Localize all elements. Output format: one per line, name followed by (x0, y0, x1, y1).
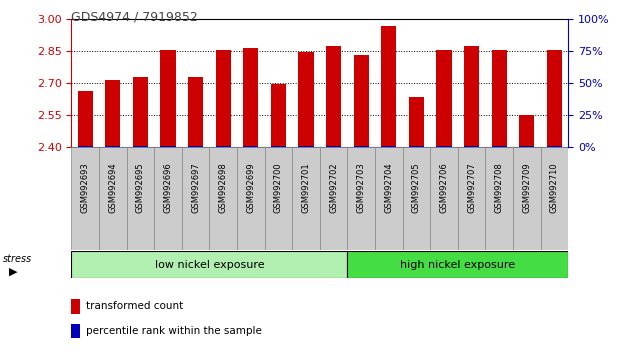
Bar (99, 147, 127, 250)
Bar (215, 50, 231, 147)
Bar (243, 145, 258, 147)
Bar (209, 147, 237, 250)
Bar (375, 147, 402, 250)
Bar (326, 145, 341, 147)
Bar (320, 147, 347, 250)
Text: GSM992705: GSM992705 (412, 162, 421, 213)
Bar (402, 147, 430, 250)
Text: GSM992696: GSM992696 (163, 162, 173, 213)
Text: stress: stress (3, 254, 32, 264)
Bar (547, 50, 562, 147)
Text: GDS4974 / 7919852: GDS4974 / 7919852 (71, 11, 198, 24)
Bar (160, 50, 176, 147)
Text: GSM992706: GSM992706 (440, 162, 448, 213)
Text: percentile rank within the sample: percentile rank within the sample (86, 326, 262, 336)
Bar (182, 147, 209, 250)
Text: GSM992698: GSM992698 (219, 162, 228, 213)
Text: ▶: ▶ (9, 267, 18, 277)
Bar (71, 299, 80, 314)
Bar (265, 147, 292, 250)
Bar (188, 77, 203, 147)
Bar (78, 145, 93, 147)
Bar (78, 91, 93, 147)
Bar (464, 46, 479, 147)
Bar (271, 145, 286, 147)
Bar (71, 251, 347, 278)
Bar (215, 145, 231, 147)
Bar (486, 147, 513, 250)
Bar (299, 145, 314, 147)
Bar (237, 147, 265, 250)
Bar (381, 145, 396, 147)
Text: GSM992694: GSM992694 (108, 162, 117, 213)
Bar (430, 147, 458, 250)
Bar (409, 97, 424, 147)
Bar (492, 50, 507, 147)
Bar (326, 46, 341, 147)
Bar (160, 145, 176, 147)
Bar (188, 145, 203, 147)
Text: GSM992702: GSM992702 (329, 162, 338, 213)
Text: GSM992710: GSM992710 (550, 162, 559, 213)
Text: low nickel exposure: low nickel exposure (155, 259, 264, 270)
Text: GSM992704: GSM992704 (384, 162, 393, 213)
Bar (519, 145, 535, 147)
Bar (271, 84, 286, 147)
Bar (409, 145, 424, 147)
Bar (541, 147, 568, 250)
Bar (133, 145, 148, 147)
Bar (105, 145, 120, 147)
Text: transformed count: transformed count (86, 301, 184, 311)
Text: GSM992708: GSM992708 (495, 162, 504, 213)
Bar (154, 147, 182, 250)
Text: GSM992703: GSM992703 (356, 162, 366, 213)
Bar (547, 145, 562, 147)
Bar (127, 147, 154, 250)
Bar (71, 324, 80, 338)
Bar (347, 251, 568, 278)
Text: GSM992701: GSM992701 (302, 162, 310, 213)
Bar (492, 145, 507, 147)
Bar (71, 147, 99, 250)
Text: GSM992697: GSM992697 (191, 162, 200, 213)
Bar (519, 115, 535, 147)
Bar (458, 147, 486, 250)
Bar (299, 52, 314, 147)
Text: GSM992707: GSM992707 (467, 162, 476, 213)
Text: GSM992695: GSM992695 (136, 162, 145, 213)
Bar (292, 147, 320, 250)
Bar (353, 55, 369, 147)
Bar (381, 26, 396, 147)
Text: GSM992709: GSM992709 (522, 162, 532, 213)
Bar (133, 77, 148, 147)
Bar (464, 145, 479, 147)
Bar (437, 145, 451, 147)
Bar (437, 50, 451, 147)
Text: GSM992699: GSM992699 (247, 162, 255, 213)
Bar (105, 80, 120, 147)
Bar (347, 147, 375, 250)
Text: GSM992700: GSM992700 (274, 162, 283, 213)
Bar (243, 48, 258, 147)
Bar (513, 147, 541, 250)
Bar (353, 145, 369, 147)
Text: high nickel exposure: high nickel exposure (401, 259, 515, 270)
Text: GSM992693: GSM992693 (81, 162, 89, 213)
